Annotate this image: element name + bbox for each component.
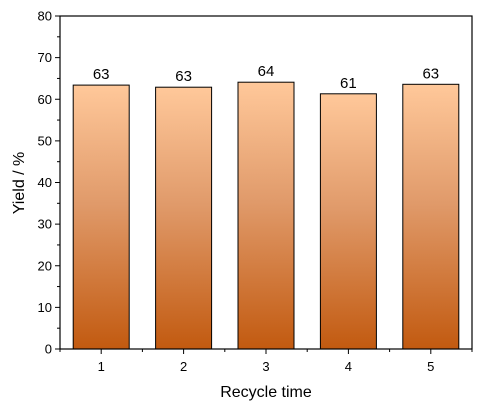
x-tick-label-4: 4 [345, 359, 352, 374]
data-label-1: 63 [93, 66, 110, 83]
x-tick-label-3: 3 [262, 359, 269, 374]
plot-frame [59, 15, 473, 350]
data-label-3: 64 [258, 63, 275, 80]
bar-3 [237, 81, 295, 350]
x-tick-label-1: 1 [98, 359, 105, 374]
bar-1 [72, 84, 130, 350]
y-tick-label-70: 70 [38, 50, 52, 65]
x-tick-label-2: 2 [180, 359, 187, 374]
data-label-2: 63 [175, 68, 192, 85]
y-axis-title: Yield / % [11, 152, 28, 215]
y-tick-label-80: 80 [38, 9, 52, 24]
y-tick-label-20: 20 [38, 258, 52, 273]
y-tick-label-50: 50 [38, 133, 52, 148]
y-tick-label-0: 0 [45, 342, 52, 357]
x-axis-title: Recycle time [220, 384, 312, 401]
bar-5 [402, 83, 460, 350]
bar-4 [319, 93, 377, 350]
x-tick-label-5: 5 [427, 359, 434, 374]
data-label-4: 61 [340, 75, 357, 92]
data-label-5: 63 [422, 65, 439, 82]
y-tick-label-60: 60 [38, 92, 52, 107]
bar-2 [155, 86, 213, 350]
y-tick-label-10: 10 [38, 300, 52, 315]
y-tick-label-30: 30 [38, 217, 52, 232]
y-tick-label-40: 40 [38, 175, 52, 190]
